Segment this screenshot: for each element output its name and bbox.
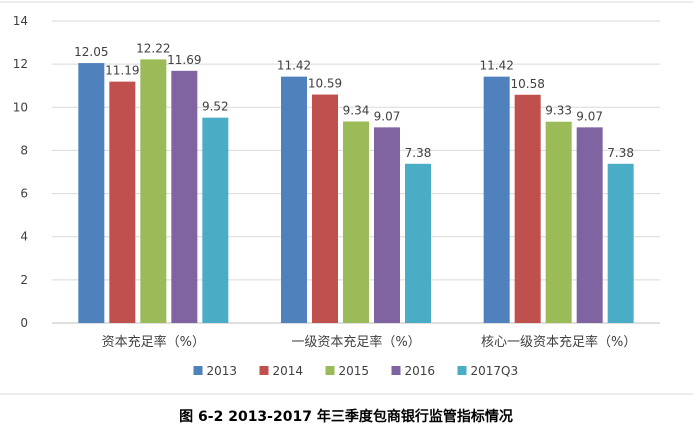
data-label: 7.38 (405, 146, 432, 160)
data-label: 7.38 (607, 146, 634, 160)
data-label: 11.42 (479, 59, 513, 73)
data-label: 9.07 (576, 109, 603, 123)
data-label: 11.42 (277, 59, 311, 73)
legend-label: 2016 (405, 364, 436, 378)
x-category-label: 核心一级资本充足率（%） (481, 334, 636, 350)
bar (374, 127, 400, 324)
legend-label: 2014 (273, 364, 304, 378)
figure-caption: 图 6-2 2013-2017 年三季度包商银行监管指标情况 (179, 408, 513, 425)
bars (78, 59, 634, 324)
bar (109, 81, 136, 323)
legend-swatch (391, 366, 401, 375)
x-category-label: 一级资本充足率（%） (291, 334, 420, 350)
legend-swatch (325, 366, 335, 375)
data-label: 9.07 (374, 109, 401, 123)
legend-swatch (193, 366, 203, 375)
bar (312, 94, 338, 324)
legend-label: 2017Q3 (471, 364, 519, 378)
bar (78, 63, 105, 324)
data-label: 10.58 (510, 77, 544, 91)
y-axis-ticks: 0 2 4 6 8 10 12 14 (13, 14, 28, 330)
legend: 2013 2014 2015 2016 2017Q3 (193, 364, 519, 378)
data-label: 11.19 (105, 64, 139, 78)
data-label: 9.33 (545, 104, 572, 118)
legend-swatch (457, 366, 467, 375)
bar (483, 76, 510, 323)
legend-label: 2013 (207, 364, 238, 378)
bar (343, 121, 369, 323)
y-tick-label: 12 (13, 57, 28, 71)
data-label: 11.69 (167, 53, 201, 67)
y-tick-label: 0 (20, 316, 28, 330)
y-tick-label: 8 (20, 143, 28, 157)
bar (545, 121, 572, 323)
bar (607, 163, 634, 323)
bar (140, 59, 167, 323)
legend-label: 2015 (339, 364, 370, 378)
y-tick-label: 4 (20, 230, 28, 244)
data-label: 12.22 (136, 41, 170, 55)
y-tick-label: 14 (13, 14, 28, 28)
legend-swatch (259, 366, 269, 375)
x-axis-categories: 资本充足率（%） 一级资本充足率（%） 核心一级资本充足率（%） (102, 334, 637, 350)
data-label: 9.34 (343, 104, 370, 118)
data-label: 10.59 (308, 77, 342, 91)
data-label: 12.05 (74, 45, 108, 59)
bar (171, 70, 198, 323)
bar (405, 163, 431, 323)
bar (514, 94, 541, 323)
bar (202, 117, 229, 323)
y-tick-label: 6 (20, 187, 28, 201)
bar (281, 76, 307, 323)
y-tick-label: 2 (20, 273, 28, 287)
x-category-label: 资本充足率（%） (102, 334, 205, 350)
y-tick-label: 10 (13, 100, 28, 114)
data-label: 9.52 (202, 100, 229, 114)
bar (576, 127, 603, 324)
